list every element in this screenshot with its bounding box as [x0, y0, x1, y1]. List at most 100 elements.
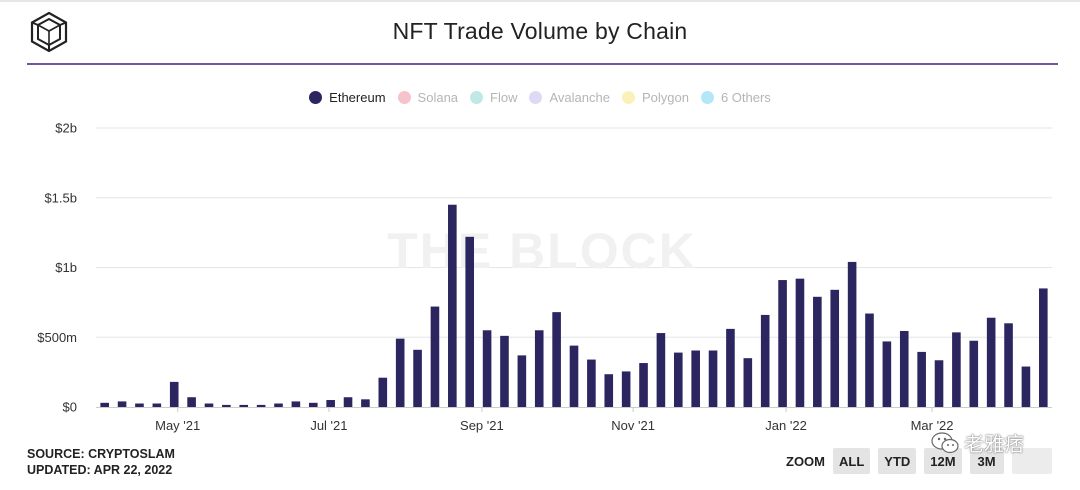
x-tick-label: Sep '21: [460, 418, 504, 433]
legend-dot-icon: [529, 91, 543, 104]
bar-ethereum: [743, 358, 753, 407]
x-tick-label: Mar '22: [911, 418, 954, 433]
bar-ethereum: [482, 330, 492, 407]
bar-ethereum: [569, 345, 579, 407]
bar-ethereum: [395, 338, 405, 407]
bar-ethereum: [917, 351, 926, 407]
bar-ethereum: [1021, 366, 1031, 407]
bar-ethereum: [1004, 323, 1013, 407]
bar-ethereum: [274, 403, 283, 407]
wechat-icon: [931, 431, 959, 453]
bar-ethereum: [326, 400, 335, 407]
bar-ethereum: [500, 335, 509, 407]
bar-ethereum: [465, 236, 475, 407]
bar-ethereum: [604, 374, 614, 407]
updated-label: UPDATED: APR 22, 2022: [27, 463, 173, 477]
legend-dot-icon: [470, 91, 484, 104]
the-block-watermark: THE BLOCK: [387, 223, 697, 279]
bar-ethereum: [152, 403, 162, 407]
legend-label: Avalanche: [549, 90, 610, 105]
legend-label: Ethereum: [329, 90, 386, 105]
top-border: [0, 0, 1080, 2]
bar-ethereum: [795, 278, 805, 407]
bar-ethereum: [117, 401, 127, 407]
bar-ethereum: [256, 404, 266, 407]
bar-ethereum: [934, 360, 944, 407]
bar-ethereum: [708, 350, 718, 407]
bar-ethereum: [378, 377, 388, 407]
bar-ethereum: [361, 399, 370, 407]
bar-ethereum: [865, 313, 874, 407]
bar-ethereum: [899, 330, 909, 407]
the-block-logo-icon: [30, 11, 68, 53]
y-tick-label: $2b: [55, 121, 77, 136]
bar-ethereum: [413, 349, 422, 407]
bar-ethereum: [430, 306, 440, 407]
bar-ethereum: [534, 330, 544, 407]
bar-ethereum: [448, 204, 457, 407]
bar-ethereum: [343, 397, 353, 407]
x-tick-label: Nov '21: [611, 418, 655, 433]
chart-legend: Ethereum Solana Flow Avalanche Polygon 6 Othe…: [0, 90, 1080, 105]
bar-ethereum: [517, 355, 527, 407]
bar-ethereum: [239, 404, 249, 407]
bar-ethereum: [639, 363, 648, 407]
bar-ethereum: [100, 402, 109, 407]
zoom-ytd-button[interactable]: YTD: [878, 448, 917, 474]
bar-ethereum: [952, 332, 961, 407]
legend-item-polygon[interactable]: Polygon: [621, 90, 689, 105]
x-tick-label: May '21: [155, 418, 200, 433]
bar-ethereum: [986, 317, 996, 407]
zoom-12m-button[interactable]: 12M: [924, 448, 962, 474]
bar-ethereum: [552, 312, 561, 407]
source-label: SOURCE: CRYPTOSLAM: [27, 447, 175, 461]
legend-dot-icon: [309, 91, 323, 104]
wechat-watermark-text: 老雅痞: [964, 434, 1024, 456]
bar-ethereum: [135, 403, 144, 407]
legend-dot-icon: [621, 91, 635, 104]
zoom-label: ZOOM: [786, 453, 825, 469]
zoom-blank-button[interactable]: [1011, 448, 1052, 474]
legend-item-ethereum[interactable]: Ethereum: [309, 90, 386, 105]
bar-ethereum: [222, 404, 231, 407]
wechat-watermark: 老雅痞: [930, 428, 1024, 457]
bar-ethereum: [847, 261, 857, 407]
y-tick-label: $1b: [55, 260, 77, 275]
chart-title: NFT Trade Volume by Chain: [392, 18, 688, 44]
bar-ethereum: [882, 341, 892, 407]
y-tick-label: $500m: [37, 330, 77, 345]
legend-label: 6 Others: [720, 90, 771, 105]
legend-label: Solana: [417, 90, 459, 105]
bar-ethereum: [1039, 288, 1048, 407]
bar-ethereum: [291, 401, 301, 407]
bar-ethereum: [760, 314, 770, 407]
x-tick-label: Jul '21: [310, 418, 347, 433]
y-tick-label: $1.5b: [44, 190, 77, 205]
bar-ethereum: [778, 280, 787, 407]
title-divider: [27, 63, 1058, 65]
legend-dot-icon: [700, 91, 714, 104]
bar-ethereum: [673, 352, 683, 407]
bar-ethereum: [969, 340, 979, 407]
y-tick-label: $0: [63, 400, 77, 415]
bar-ethereum: [830, 289, 840, 407]
legend-item-solana[interactable]: Solana: [397, 90, 459, 105]
zoom-controls: ZOOM ALL YTD 12M 3M: [786, 448, 1060, 474]
legend-item-6-others[interactable]: 6 Others: [700, 90, 771, 105]
bar-ethereum: [169, 381, 179, 407]
bar-ethereum: [308, 402, 318, 407]
legend-item-avalanche[interactable]: Avalanche: [529, 90, 610, 105]
bar-ethereum: [726, 328, 735, 407]
legend-item-flow[interactable]: Flow: [470, 90, 517, 105]
zoom-3m-button[interactable]: 3M: [969, 448, 1004, 474]
bar-ethereum: [691, 350, 700, 407]
bar-ethereum: [204, 403, 214, 407]
bar-ethereum: [621, 371, 631, 407]
x-tick-label: Jan '22: [765, 418, 807, 433]
bar-ethereum: [587, 359, 596, 407]
legend-label: Polygon: [641, 90, 689, 105]
zoom-all-button[interactable]: ALL: [833, 448, 871, 474]
legend-label: Flow: [490, 90, 518, 105]
chart-footer: SOURCE: CRYPTOSLAM UPDATED: APR 22, 2022: [27, 446, 175, 478]
